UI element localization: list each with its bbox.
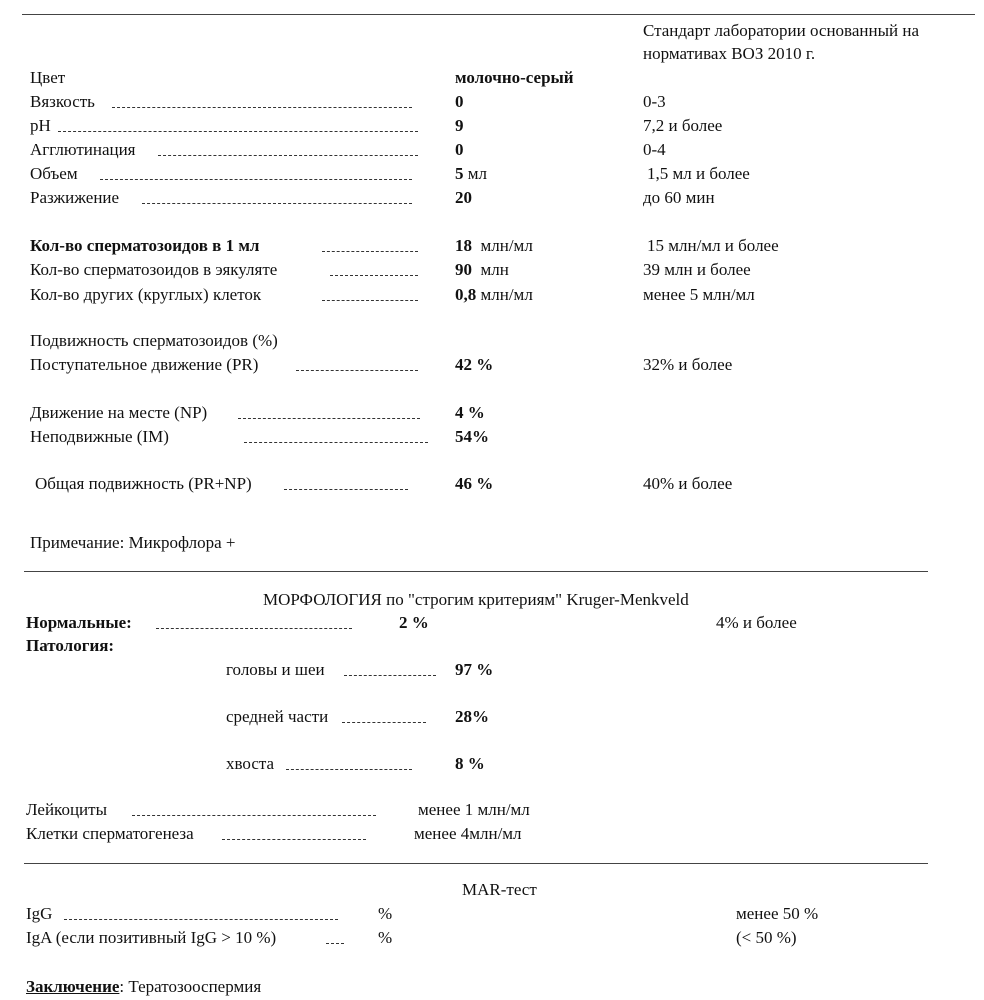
iga-label: IgA (если позитивный IgG > 10 %) [26,928,277,947]
midpiece-label: средней части [226,707,329,726]
conclusion-label: Заключение [26,977,120,996]
leader-dashes [322,300,418,301]
agglutination-value: 0 [455,140,464,159]
leader-dashes [238,418,420,419]
agglutination-label: Агглютинация [30,140,136,159]
concentration-value: 18 млн/мл [455,236,533,256]
ph-value: 9 [455,116,464,135]
normal-label: Нормальные: [26,613,132,632]
round-cells-unit: млн/мл [480,285,533,304]
conclusion-text: : Тератозооспермия [119,977,262,996]
concentration-label: Кол-во сперматозоидов в 1 мл [30,236,260,255]
standard-header-line1: Стандарт лаборатории основанный на [643,21,920,40]
leader-dashes [286,769,412,770]
leader-dashes [326,943,344,944]
leukocytes-label: Лейкоциты [26,800,107,819]
igg-label: IgG [26,904,53,923]
normal-norm: 4% и более [716,613,797,632]
head-label: головы и шеи [226,660,325,679]
viscosity-norm: 0-3 [643,92,666,111]
leader-dashes [112,107,412,108]
head-value: 97 % [455,660,494,679]
leader-dashes [58,131,418,132]
total-count-norm: 39 млн и более [643,260,751,279]
top-divider [22,14,975,15]
volume-unit: мл [467,164,487,183]
leader-dashes [344,675,436,676]
leader-dashes [156,628,352,629]
total-motility-norm: 40% и более [643,474,733,493]
round-cells-value: 0,8 млн/мл [455,285,533,305]
total-count-label: Кол-во сперматозоидов в эякуляте [30,260,278,279]
viscosity-value: 0 [455,92,464,111]
color-value: молочно-серый [455,68,574,87]
np-label: Движение на месте (NP) [30,403,208,422]
total-motility-value: 46 % [455,474,494,493]
volume-number: 5 [455,164,464,183]
pathology-label: Патология: [26,636,115,655]
note: Примечание: Микрофлора + [30,533,236,552]
agglutination-norm: 0-4 [643,140,666,159]
viscosity-label: Вязкость [30,92,95,111]
tail-label: хвоста [226,754,275,773]
igg-value: % [378,904,393,923]
total-motility-label: Общая подвижность (PR+NP) [35,474,252,493]
im-label: Неподвижные (IM) [30,427,169,446]
round-cells-number: 0,8 [455,285,477,304]
liquefaction-norm: до 60 мин [643,188,715,207]
leader-dashes [284,489,408,490]
leader-dashes [158,155,418,156]
total-count-number: 90 [455,260,472,279]
volume-value: 5 мл [455,164,487,184]
leader-dashes [132,815,376,816]
leader-dashes [244,442,428,443]
round-cells-label: Кол-во других (круглых) клеток [30,285,262,304]
normal-value: 2 % [399,613,429,632]
midpiece-value: 28% [455,707,489,726]
leukocytes-value: менее 1 млн/мл [418,800,530,819]
im-value: 54% [455,427,489,446]
standard-header-line2: нормативах ВОЗ 2010 г. [643,44,816,63]
igg-norm: менее 50 % [736,904,819,923]
leader-dashes [64,919,338,920]
liquefaction-value: 20 [455,188,472,207]
pr-value: 42 % [455,355,494,374]
leader-dashes [342,722,426,723]
liquefaction-label: Разжижение [30,188,120,207]
conclusion: Заключение: Тератозооспермия [26,977,261,997]
total-count-value: 90 млн [455,260,509,280]
concentration-number: 18 [455,236,472,255]
iga-value: % [378,928,393,947]
color-label: Цвет [30,68,66,87]
concentration-norm: 15 млн/мл и более [647,236,779,255]
spermatogenesis-value: менее 4млн/мл [414,824,522,843]
np-value: 4 % [455,403,485,422]
volume-label: Объем [30,164,78,183]
leader-dashes [222,839,366,840]
spermatogenesis-label: Клетки сперматогенеза [26,824,194,843]
ph-label: pH [30,116,51,135]
volume-norm: 1,5 мл и более [647,164,750,183]
leader-dashes [100,179,412,180]
pr-label: Поступательное движение (PR) [30,355,259,374]
divider [24,863,928,864]
leader-dashes [142,203,412,204]
pr-norm: 32% и более [643,355,733,374]
iga-norm: (< 50 %) [736,928,797,947]
motility-title: Подвижность сперматозоидов (%) [30,331,278,350]
round-cells-norm: менее 5 млн/мл [643,285,755,304]
mar-title: MAR-тест [462,880,537,899]
ph-norm: 7,2 и более [643,116,723,135]
morphology-title: МОРФОЛОГИЯ по "строгим критериям" Kruger… [263,590,689,609]
concentration-unit: млн/мл [480,236,533,255]
leader-dashes [330,275,418,276]
divider [24,571,928,572]
total-count-unit: млн [480,260,509,279]
leader-dashes [296,370,418,371]
tail-value: 8 % [455,754,485,773]
leader-dashes [322,251,418,252]
